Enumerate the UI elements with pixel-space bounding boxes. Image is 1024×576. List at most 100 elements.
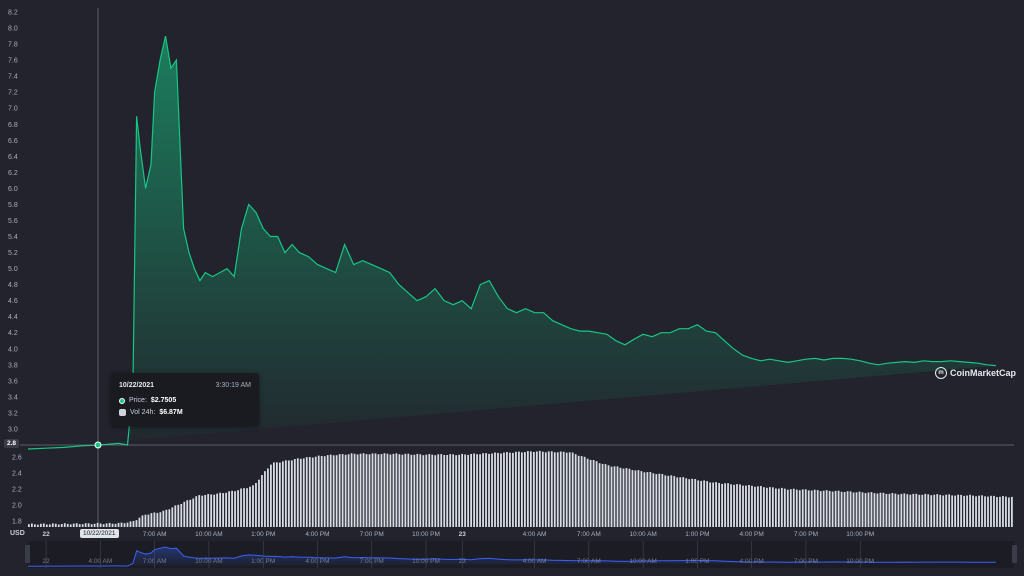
volume-bar [383,453,386,527]
volume-bar [410,454,413,527]
volume-bar [443,455,446,527]
volume-bar [267,468,269,527]
volume-bar [927,494,930,527]
price-tick-label: 4.4 [8,314,18,321]
volume-bar [308,457,311,527]
volume-bar [359,453,362,527]
volume-bar [960,494,963,527]
volume-bar [392,453,395,527]
hover-point [94,441,102,449]
price-tick-label: 6.4 [8,154,18,161]
volume-bar [822,490,825,527]
volume-bar [810,490,813,527]
time-tick-label: 1:00 PM [251,531,275,538]
volume-bar [978,495,980,527]
volume-bar [365,454,368,527]
volume-bar [595,461,598,527]
volume-bar [577,455,580,527]
price-tick-label: 3.6 [8,378,18,385]
time-tick-label: 7:00 AM [577,531,601,538]
volume-bar [777,488,780,527]
volume-bar [580,456,583,527]
volume-bar [990,495,992,527]
volume-bar [843,492,846,527]
volume-bar [108,522,111,527]
volume-bar [299,458,302,527]
volume-bar [751,485,753,527]
volume-bar [446,455,449,527]
volume-bars [28,450,1013,527]
volume-bar [509,452,511,527]
volume-bar [419,454,422,527]
volume-bar [721,483,723,527]
volume-bar [547,451,550,527]
volume-bar [45,524,48,527]
volume-bar [422,455,425,527]
volume-bar [1011,496,1013,527]
volume-bar [798,490,801,527]
price-tick-label: 6.6 [8,138,18,145]
volume-bar [852,492,855,527]
volume-bar [258,479,260,527]
volume-bar [183,501,186,527]
volume-bar [855,492,858,527]
volume-bar [464,454,467,527]
navigator-left-handle[interactable] [25,545,30,563]
volume-bar [673,476,676,527]
volume-bar [255,483,257,527]
volume-bar [942,495,945,527]
volume-bar [389,454,392,527]
volume-bar [840,491,843,527]
volume-bar [795,489,798,527]
volume-bar [933,494,936,527]
volume-bar [416,453,419,527]
volume-bar [1002,496,1004,527]
volume-bar [54,523,57,527]
price-tick-label: 8.0 [8,26,18,33]
volume-bar [231,490,233,527]
volume-bar [135,520,138,527]
volume-bar [739,484,741,527]
volume-bar [804,489,807,527]
volume-bar [879,492,882,527]
volume-bar [338,454,341,527]
volume-bar [99,523,102,527]
tooltip-time: 3:30:19 AM [215,382,251,389]
volume-bar [951,495,954,527]
volume-bar [876,493,879,527]
volume-bar [807,490,810,527]
volume-bar [281,461,284,527]
volume-bar [87,523,90,527]
volume-bar [646,472,649,527]
volume-bar [168,509,171,527]
volume-bar [75,523,78,527]
volume-bar [237,490,239,527]
volume-bar [491,453,493,527]
volume-bar [652,473,655,527]
tooltip-date: 10/22/2021 [119,382,155,389]
volume-bar [356,454,359,527]
volume-bar [957,494,960,527]
navigator-right-handle[interactable] [1012,545,1017,563]
time-tick-label: 4:00 PM [740,531,764,538]
volume-bar [449,454,452,527]
volume-bar [724,483,726,527]
volume-bar [261,475,263,527]
volume-bar [783,488,786,527]
volume-bar [912,493,915,527]
volume-bar [386,453,389,527]
volume-bar [413,454,416,527]
volume-bar [138,517,141,527]
volume-bar [736,484,738,527]
volume-tick-label: 2.6 [12,455,22,462]
current-price-tag: 2.8 [4,439,20,448]
volume-bar [222,493,224,527]
volume-bar [192,498,195,527]
volume-bar [981,495,983,527]
volume-bar [888,493,891,527]
volume-bar [270,464,272,527]
volume-bar [685,478,688,527]
tooltip-price-row: Price: $2.7505 [119,397,176,404]
